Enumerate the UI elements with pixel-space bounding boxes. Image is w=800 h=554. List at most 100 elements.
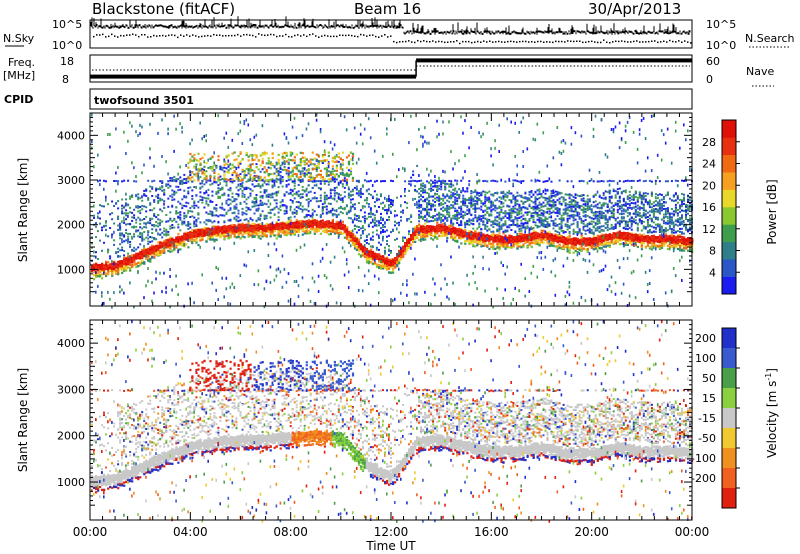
nsearch-point (321, 35, 323, 37)
echo-point (173, 115, 175, 118)
echo-point (179, 182, 181, 185)
echo-point (179, 214, 181, 216)
nsearch-point (195, 35, 197, 37)
echo-point (121, 241, 123, 243)
nsearch-point (102, 34, 104, 36)
echo-point (151, 246, 153, 248)
echo-point (101, 291, 103, 294)
echo-point (121, 212, 123, 214)
echo-point (125, 229, 127, 231)
echo-point (133, 264, 135, 266)
nsearch-point (216, 35, 218, 37)
echo-point (131, 261, 133, 263)
echo-point (95, 265, 97, 267)
nsearch-point (132, 34, 134, 36)
echo-point (151, 248, 153, 250)
echo-point (157, 241, 159, 243)
echo-point (121, 205, 123, 207)
echo-point (99, 183, 101, 186)
echo-point (103, 266, 105, 268)
echo-point (145, 210, 147, 212)
echo-point (151, 180, 153, 182)
nsearch-point (159, 35, 161, 37)
echo-point (105, 199, 107, 202)
echo-point (163, 200, 165, 202)
nsearch-point (483, 40, 485, 42)
echo-point (153, 253, 155, 255)
echo-point (133, 166, 135, 169)
echo-point (101, 205, 103, 207)
echo-point (173, 227, 175, 229)
echo-point (167, 250, 169, 252)
echo-point (117, 267, 119, 269)
echo-point (137, 235, 139, 237)
echo-point (101, 268, 103, 270)
echo-point (151, 251, 153, 253)
echo-point (125, 152, 127, 155)
echo-point (157, 132, 159, 135)
echo-point (179, 189, 181, 191)
echo-point (119, 232, 121, 234)
echo-point (93, 205, 95, 208)
echo-point (135, 255, 137, 257)
nsearch-point (582, 42, 584, 44)
echo-point (123, 206, 125, 208)
echo-point (125, 214, 127, 216)
echo-point (139, 255, 141, 257)
echo-point (107, 291, 109, 294)
echo-point (101, 229, 103, 231)
beam-title: Beam 16 (354, 0, 421, 18)
echo-point (93, 217, 95, 219)
echo-point (95, 222, 97, 224)
nsearch-point (219, 34, 221, 36)
nsearch-point (282, 35, 284, 37)
echo-point (183, 233, 185, 235)
echo-point (165, 233, 167, 235)
echo-point (175, 178, 177, 180)
echo-point (103, 242, 105, 244)
nsearch-point (531, 41, 533, 43)
nsearch-point (291, 36, 293, 38)
station-title: Blackstone (fitACF) (92, 0, 235, 18)
echo-point (147, 252, 149, 254)
echo-point (181, 221, 183, 223)
echo-point (175, 186, 177, 188)
nsearch-point (327, 35, 329, 37)
nsearch-point (486, 41, 488, 43)
echo-point (127, 259, 129, 261)
echo-point (103, 180, 105, 182)
echo-point (185, 205, 187, 207)
nsearch-point (441, 41, 443, 43)
echo-point (113, 291, 115, 294)
echo-point (137, 134, 139, 137)
echo-point (101, 263, 103, 265)
echo-point (169, 195, 171, 197)
nsearch-point (438, 41, 440, 43)
echo-point (175, 180, 177, 182)
nsearch-point (501, 41, 503, 43)
nsearch-point (417, 40, 419, 42)
echo-point (155, 247, 157, 249)
nsearch-point (522, 41, 524, 43)
echo-point (167, 239, 169, 241)
nsearch-point (513, 41, 515, 43)
echo-point (185, 196, 187, 199)
echo-point (97, 264, 99, 266)
echo-point (157, 247, 159, 249)
echo-point (187, 235, 189, 237)
echo-point (151, 232, 153, 234)
echo-point (139, 212, 141, 214)
nsearch-point (465, 41, 467, 43)
echo-point (151, 281, 153, 284)
echo-point (143, 226, 145, 228)
echo-point (167, 180, 169, 182)
echo-point (171, 241, 173, 244)
echo-point (101, 277, 103, 279)
nsearch-point (339, 35, 341, 37)
echo-point (157, 251, 159, 253)
echo-point (167, 184, 169, 186)
echo-point (155, 245, 157, 247)
nsearch-point (144, 34, 146, 36)
echo-point (159, 180, 161, 182)
echo-point (147, 199, 149, 201)
